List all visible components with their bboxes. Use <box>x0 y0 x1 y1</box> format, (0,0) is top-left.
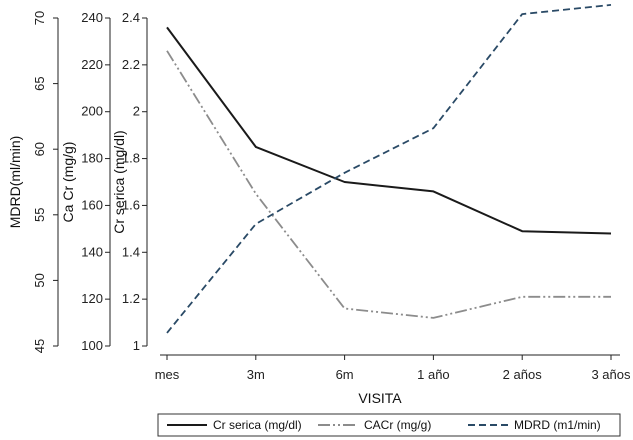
series-line-3 <box>166 4 612 334</box>
cacr-tick-label: 140 <box>81 244 103 259</box>
cr-tick-label: 2.2 <box>122 57 140 72</box>
series-line-1 <box>166 26 612 235</box>
axes-layer: mes 3m 6m 1 año 2 años 3 años 45 50 55 60 65 70 MDRD… <box>7 10 631 382</box>
legend-label: CACr (mg/g) <box>364 418 431 432</box>
x-tick-label: 1 año <box>417 367 450 382</box>
x-tick-label: mes <box>155 367 180 382</box>
cacr-tick-label: 200 <box>81 104 103 119</box>
cr-axis-label: Cr serica (mg/dl) <box>111 130 127 233</box>
cr-tick-label: 1.6 <box>122 197 140 212</box>
x-tick-label: 2 años <box>503 367 543 382</box>
mdrd-tick-label: 70 <box>32 11 47 25</box>
cr-tick-label: 1.2 <box>122 291 140 306</box>
cacr-tick-label: 220 <box>81 57 103 72</box>
cr-tick-label: 1.8 <box>122 151 140 166</box>
cr-tick-label: 1 <box>133 338 140 353</box>
legend-label: MDRD (m1/min) <box>514 418 601 432</box>
cacr-tick-label: 120 <box>81 291 103 306</box>
x-tick-label: 3 años <box>591 367 631 382</box>
cacr-axis-label: Ca Cr (mg/g) <box>60 142 76 223</box>
legend-box <box>157 413 621 437</box>
mdrd-tick-label: 60 <box>32 142 47 156</box>
x-tick-label: 6m <box>336 367 354 382</box>
series-line-2 <box>166 50 611 319</box>
cr-tick-label: 1.4 <box>122 244 140 259</box>
legend: Cr serica (mg/dl) CACr (mg/g) MDRD (m1/min… <box>157 413 621 437</box>
series-layer <box>166 4 612 334</box>
mdrd-axis-label: MDRD(ml/min) <box>7 136 23 229</box>
cr-tick-label: 2.4 <box>122 10 140 25</box>
cr-tick-label: 2 <box>133 104 140 119</box>
mdrd-tick-label: 45 <box>32 339 47 353</box>
mdrd-tick-label: 55 <box>32 208 47 222</box>
cacr-tick-label: 240 <box>81 10 103 25</box>
cacr-tick-label: 100 <box>81 338 103 353</box>
legend-label: Cr serica (mg/dl) <box>213 418 302 432</box>
x-axis-label: VISITA <box>358 390 402 406</box>
mdrd-tick-label: 50 <box>32 273 47 287</box>
cacr-tick-label: 160 <box>81 197 103 212</box>
mdrd-tick-label: 65 <box>32 76 47 90</box>
cacr-tick-label: 180 <box>81 151 103 166</box>
x-tick-label: 3m <box>247 367 265 382</box>
